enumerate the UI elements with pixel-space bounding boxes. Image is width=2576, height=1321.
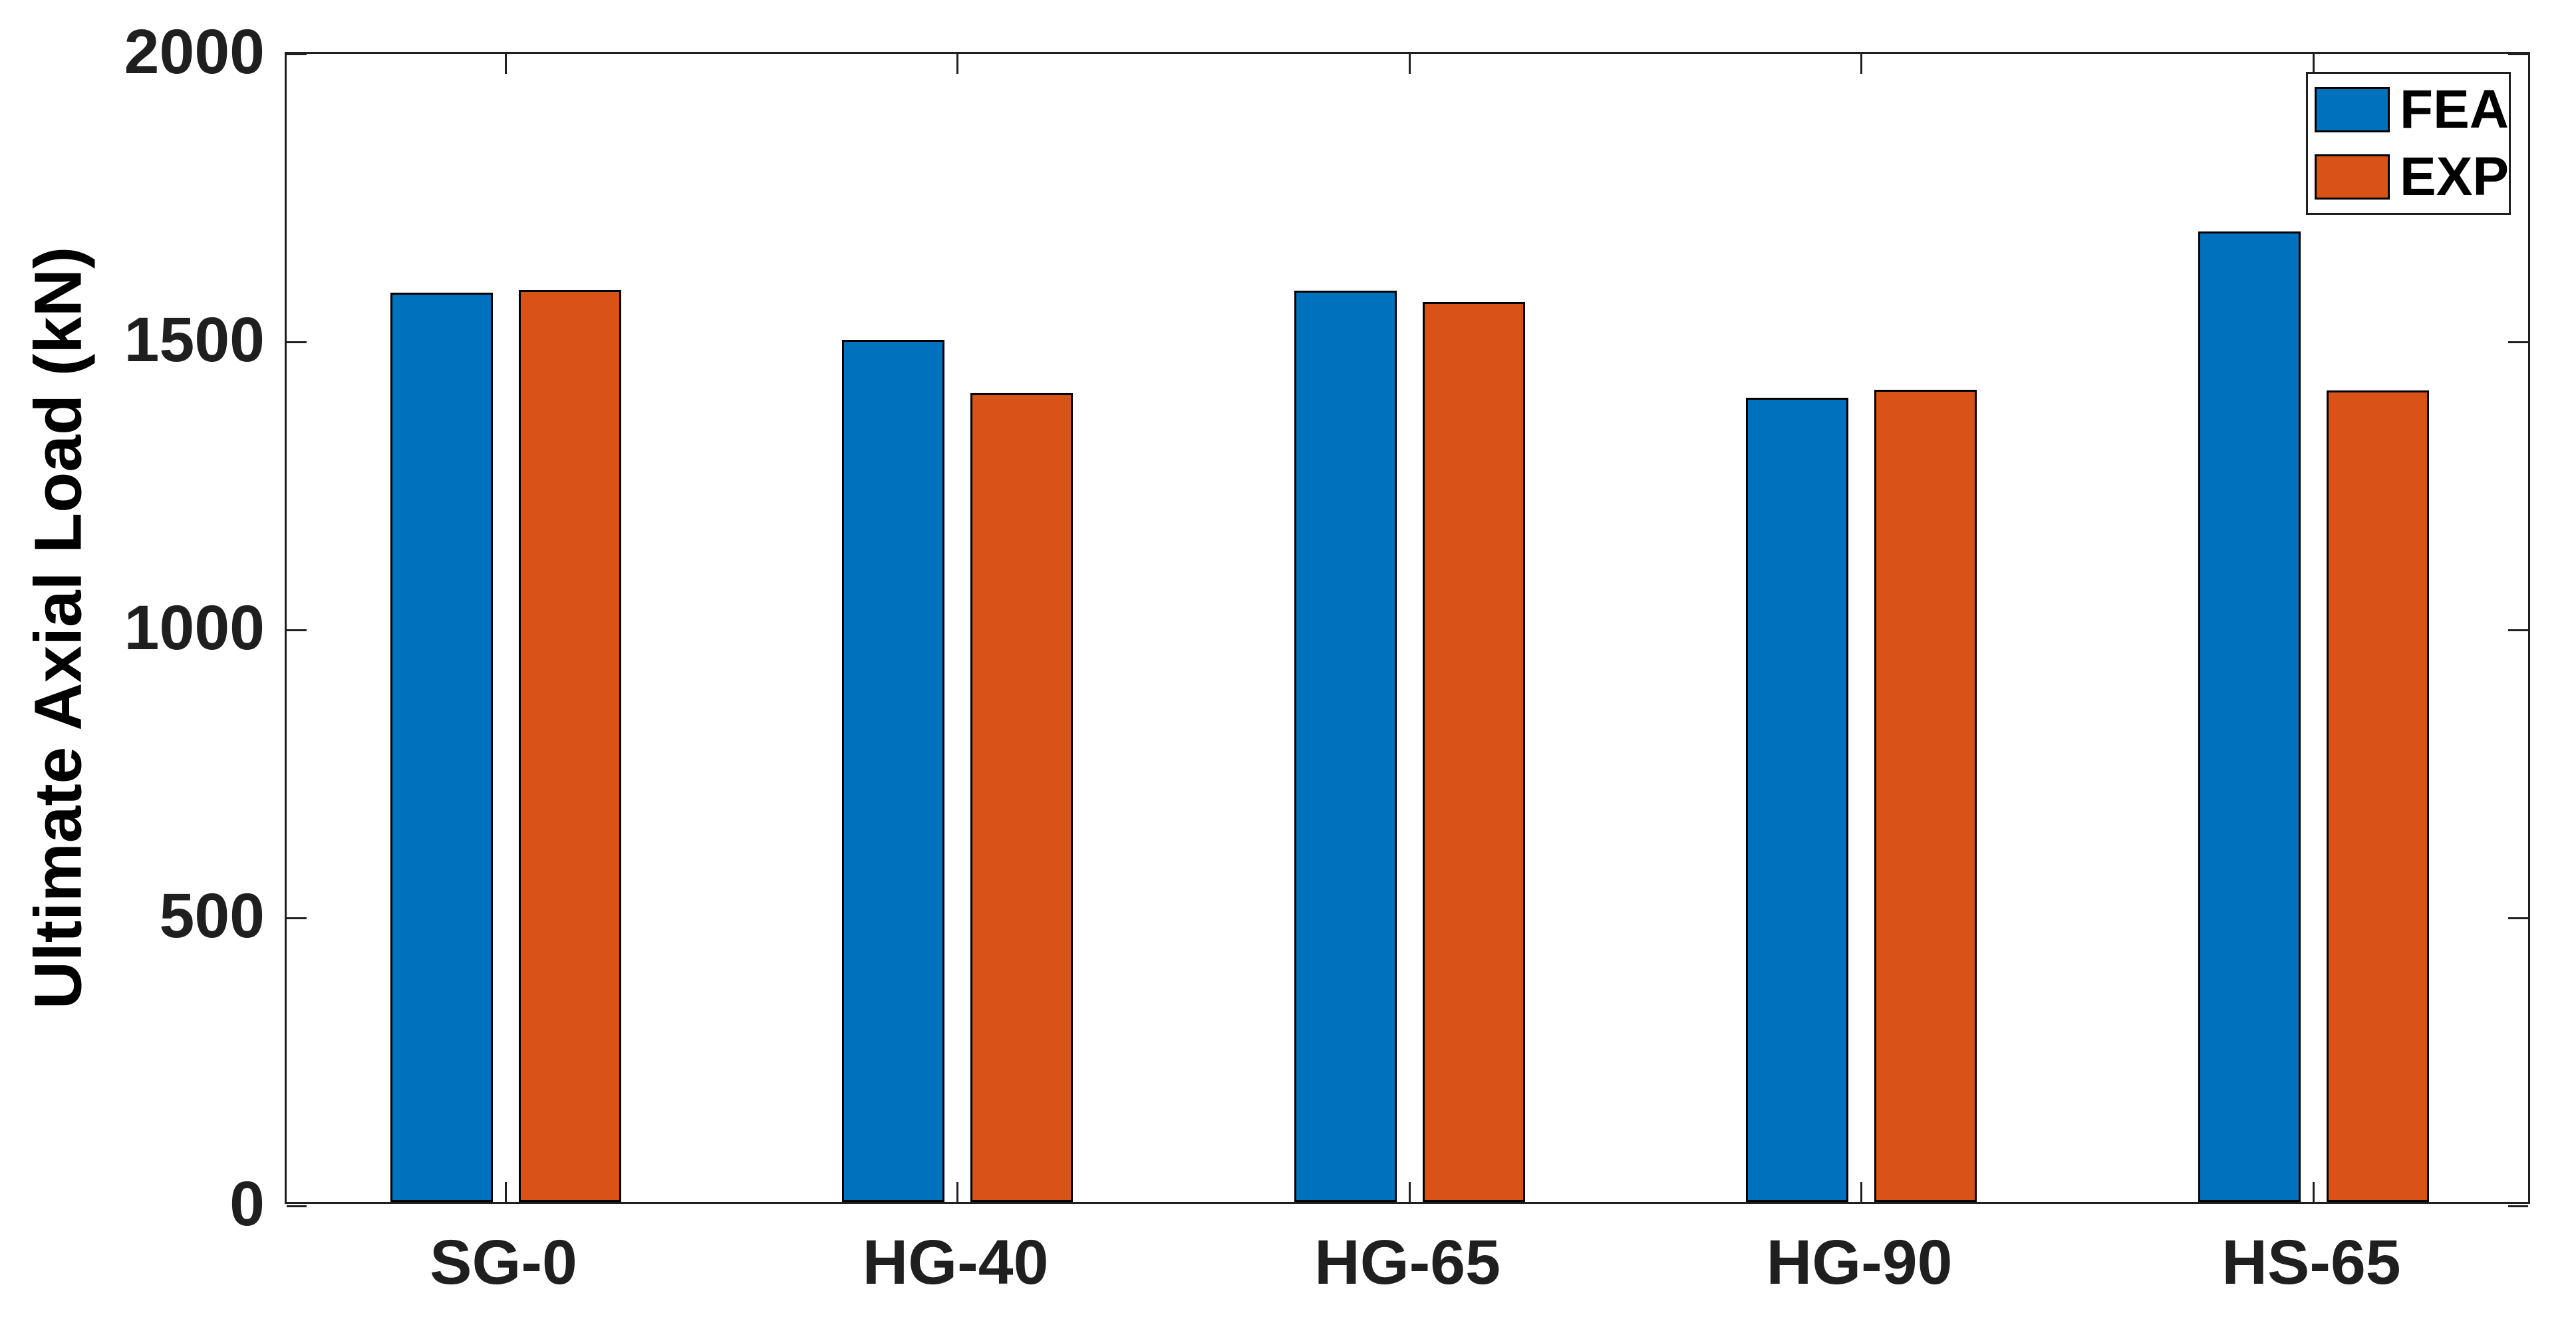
bar-exp-hg-90 bbox=[1874, 389, 1977, 1202]
bar-fea-hs-65 bbox=[2198, 231, 2301, 1202]
x-tick-label: SG-0 bbox=[430, 1227, 577, 1298]
x-tick-mark bbox=[1408, 1182, 1411, 1202]
y-tick-mark bbox=[287, 629, 307, 631]
bar-fea-hg-40 bbox=[842, 340, 944, 1202]
y-tick-mark-right bbox=[2508, 1205, 2528, 1207]
bar-exp-hg-40 bbox=[970, 393, 1073, 1202]
y-tick-mark bbox=[287, 917, 307, 919]
x-tick-mark-top bbox=[1408, 54, 1411, 74]
y-tick-mark bbox=[287, 53, 307, 55]
legend-swatch-fea bbox=[2315, 87, 2390, 132]
bar-exp-sg-0 bbox=[518, 290, 621, 1202]
y-tick-label: 1000 bbox=[124, 593, 265, 663]
y-tick-mark-right bbox=[2508, 917, 2528, 919]
bar-fea-hg-90 bbox=[1746, 398, 1848, 1202]
plot-area bbox=[285, 52, 2530, 1207]
y-tick-label: 1500 bbox=[124, 305, 265, 375]
y-tick-mark-right bbox=[2508, 341, 2528, 343]
y-tick-mark bbox=[287, 341, 307, 343]
y-tick-label: 0 bbox=[229, 1169, 265, 1239]
x-tick-mark bbox=[956, 1182, 958, 1202]
x-tick-mark-top bbox=[956, 54, 958, 74]
x-tick-mark-top bbox=[2312, 54, 2315, 74]
y-tick-label: 2000 bbox=[124, 17, 265, 87]
bar-exp-hg-65 bbox=[1422, 302, 1525, 1202]
y-tick-mark bbox=[287, 1205, 307, 1207]
x-tick-mark-top bbox=[504, 54, 507, 74]
y-tick-mark-right bbox=[2508, 53, 2528, 55]
legend-item-fea: FEA bbox=[2308, 79, 2509, 140]
x-tick-mark bbox=[2312, 1182, 2315, 1202]
x-tick-label: HS-65 bbox=[2221, 1227, 2401, 1298]
legend: FEA EXP bbox=[2306, 72, 2511, 215]
legend-label-fea: FEA bbox=[2400, 79, 2509, 140]
bar-fea-sg-0 bbox=[390, 293, 493, 1202]
bar-fea-hg-65 bbox=[1294, 291, 1397, 1202]
bar-exp-hs-65 bbox=[2326, 390, 2429, 1202]
x-tick-mark bbox=[504, 1182, 507, 1202]
y-tick-label: 500 bbox=[159, 881, 265, 951]
x-tick-label: HG-65 bbox=[1314, 1227, 1501, 1298]
x-tick-mark-top bbox=[1860, 54, 1862, 74]
x-tick-mark bbox=[1860, 1182, 1862, 1202]
legend-item-exp: EXP bbox=[2308, 146, 2509, 207]
legend-swatch-exp bbox=[2315, 154, 2390, 200]
x-tick-label: HG-40 bbox=[862, 1227, 1049, 1298]
legend-label-exp: EXP bbox=[2400, 146, 2509, 207]
y-tick-mark-right bbox=[2508, 629, 2528, 631]
x-tick-label: HG-90 bbox=[1766, 1227, 1953, 1298]
